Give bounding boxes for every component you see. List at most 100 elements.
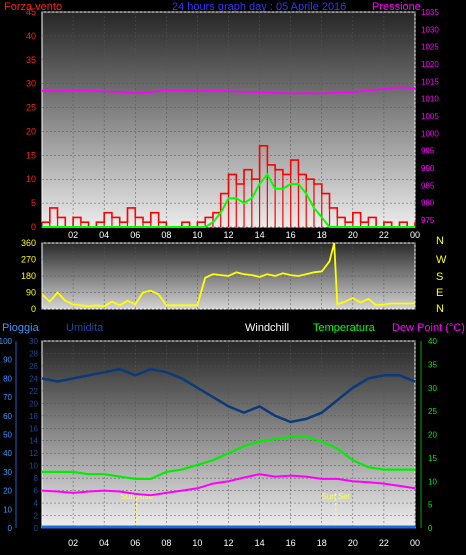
humidity-y-tick: 8: [34, 474, 39, 483]
wind-y-tick: 20: [26, 126, 36, 136]
temperature-x-tick: 04: [99, 538, 109, 548]
sun-marker-label: Sun Rise: [121, 492, 154, 501]
pressure-y-tick: 1005: [421, 112, 439, 121]
pressure-y-tick: 1030: [421, 25, 439, 34]
pressure-y-tick: 1010: [421, 95, 439, 104]
direction-y-tick: 90: [26, 288, 36, 298]
rain-y-tick: 0: [8, 524, 13, 533]
temperature-x-tick: 06: [130, 538, 140, 548]
temperature-y-tick: 35: [428, 360, 437, 369]
temperature-x-tick: 08: [161, 538, 171, 548]
temperature-line: [42, 435, 415, 480]
temperature-y-tick: 40: [428, 337, 437, 346]
humidity-y-tick: 6: [34, 487, 39, 496]
humidity-y-tick: 20: [29, 399, 38, 408]
pressure-y-tick: 975: [421, 216, 435, 225]
humidity-y-tick: 0: [34, 524, 39, 533]
wind-x-tick: 12: [223, 230, 233, 240]
direction-y-tick: 270: [21, 255, 36, 265]
wind-axis-title: Forza vento: [4, 1, 62, 13]
wind-y-tick: 10: [26, 174, 36, 184]
temperature-x-tick: 14: [255, 538, 265, 548]
wind-x-tick: 10: [192, 230, 202, 240]
temperature-x-tick: 16: [286, 538, 296, 548]
rain-y-tick: 20: [3, 487, 12, 496]
compass-label: S: [436, 271, 443, 283]
temperature-x-axis: 02 04 06 08 10 12 14 16 18 20 22 00: [68, 538, 420, 548]
wind-y-tick: 40: [26, 31, 36, 41]
temperature-x-tick: 00: [410, 538, 420, 548]
wind-y-tick: 45: [26, 7, 36, 17]
temperature-x-tick: 18: [317, 538, 327, 548]
rain-y-tick: 80: [3, 374, 12, 383]
wind-x-axis: 02 04 06 08 10 12 14 16 18 20 22 00: [68, 230, 420, 240]
temperature-grid: [42, 340, 416, 529]
temperature-y-tick: 10: [428, 477, 437, 486]
humidity-y-tick: 14: [29, 437, 38, 446]
chart-date-title: 24 hours graph day : 05 Aprile 2016: [172, 1, 346, 13]
temperature-y-tick: 30: [428, 384, 437, 393]
direction-y-tick: 180: [21, 271, 36, 281]
wind-x-tick: 14: [255, 230, 265, 240]
wind-x-tick: 22: [379, 230, 389, 240]
temperature-x-tick: 20: [348, 538, 358, 548]
humidity-y-tick: 24: [29, 374, 38, 383]
compass-label: N: [436, 303, 444, 315]
temperature-y-tick: 15: [428, 454, 437, 463]
pressure-y-tick: 1015: [421, 77, 439, 86]
rain-y-tick: 60: [3, 412, 12, 421]
humidity-y-tick: 2: [34, 512, 39, 521]
rain-y-tick: 70: [3, 393, 12, 402]
wind-x-tick: 16: [286, 230, 296, 240]
pressure-axis-title: Pressione: [372, 1, 421, 13]
wind-y-tick: 35: [26, 55, 36, 65]
temperature-x-tick: 22: [379, 538, 389, 548]
wind-y-axis: 0 5 10 15 20 25 30 35 40 45: [26, 7, 36, 232]
pressure-y-tick: 1035: [421, 8, 439, 17]
rain-y-tick: 30: [3, 468, 12, 477]
humidity-y-tick: 22: [29, 387, 38, 396]
wind-x-tick: 04: [99, 230, 109, 240]
wind-x-tick: 18: [317, 230, 327, 240]
humidity-y-tick: 12: [29, 449, 38, 458]
rain-axis-title: Pioggia: [2, 322, 40, 334]
humidity-y-tick: 30: [29, 337, 38, 346]
wind-direction-line: [41, 242, 415, 308]
temperature-y-tick: 0: [428, 524, 433, 533]
pressure-y-tick: 990: [421, 164, 435, 173]
temperature-y-axis: 0 5 10 15 20 25 30 35 40: [420, 337, 437, 533]
pressure-line: [41, 86, 416, 95]
pressure-y-tick: 1025: [421, 43, 439, 52]
pressure-y-axis: 975 980 985 990 995 1000 1005 1010 1015 1020 1025 1…: [421, 8, 439, 225]
direction-y-tick: 0: [31, 304, 36, 314]
wind-y-tick: 0: [31, 222, 36, 232]
humidity-y-tick: 16: [29, 424, 38, 433]
rain-y-tick: 10: [3, 505, 12, 514]
wind-x-tick: 06: [130, 230, 140, 240]
compass-label: N: [436, 235, 444, 247]
rain-y-tick: 100: [0, 337, 13, 346]
temperature-x-tick: 10: [192, 538, 202, 548]
direction-y-axis: 0 90 180 270 360: [21, 238, 36, 314]
compass-label: W: [436, 254, 447, 266]
windchill-title: Windchill: [245, 322, 289, 334]
humidity-y-tick: 28: [29, 349, 38, 358]
wind-y-tick: 25: [26, 103, 36, 113]
temperature-y-tick: 5: [428, 501, 433, 510]
rain-y-tick: 40: [3, 449, 12, 458]
wind-x-tick: 08: [161, 230, 171, 240]
wind-x-tick: 20: [348, 230, 358, 240]
humidity-y-tick: 18: [29, 412, 38, 421]
dewpoint-title: Dew Point (°C): [392, 322, 465, 334]
pressure-y-tick: 985: [421, 181, 435, 190]
direction-y-tick: 360: [21, 238, 36, 248]
sun-marker-label: Sun Set: [322, 492, 351, 501]
humidity-line: [41, 367, 416, 424]
wind-y-tick: 30: [26, 79, 36, 89]
